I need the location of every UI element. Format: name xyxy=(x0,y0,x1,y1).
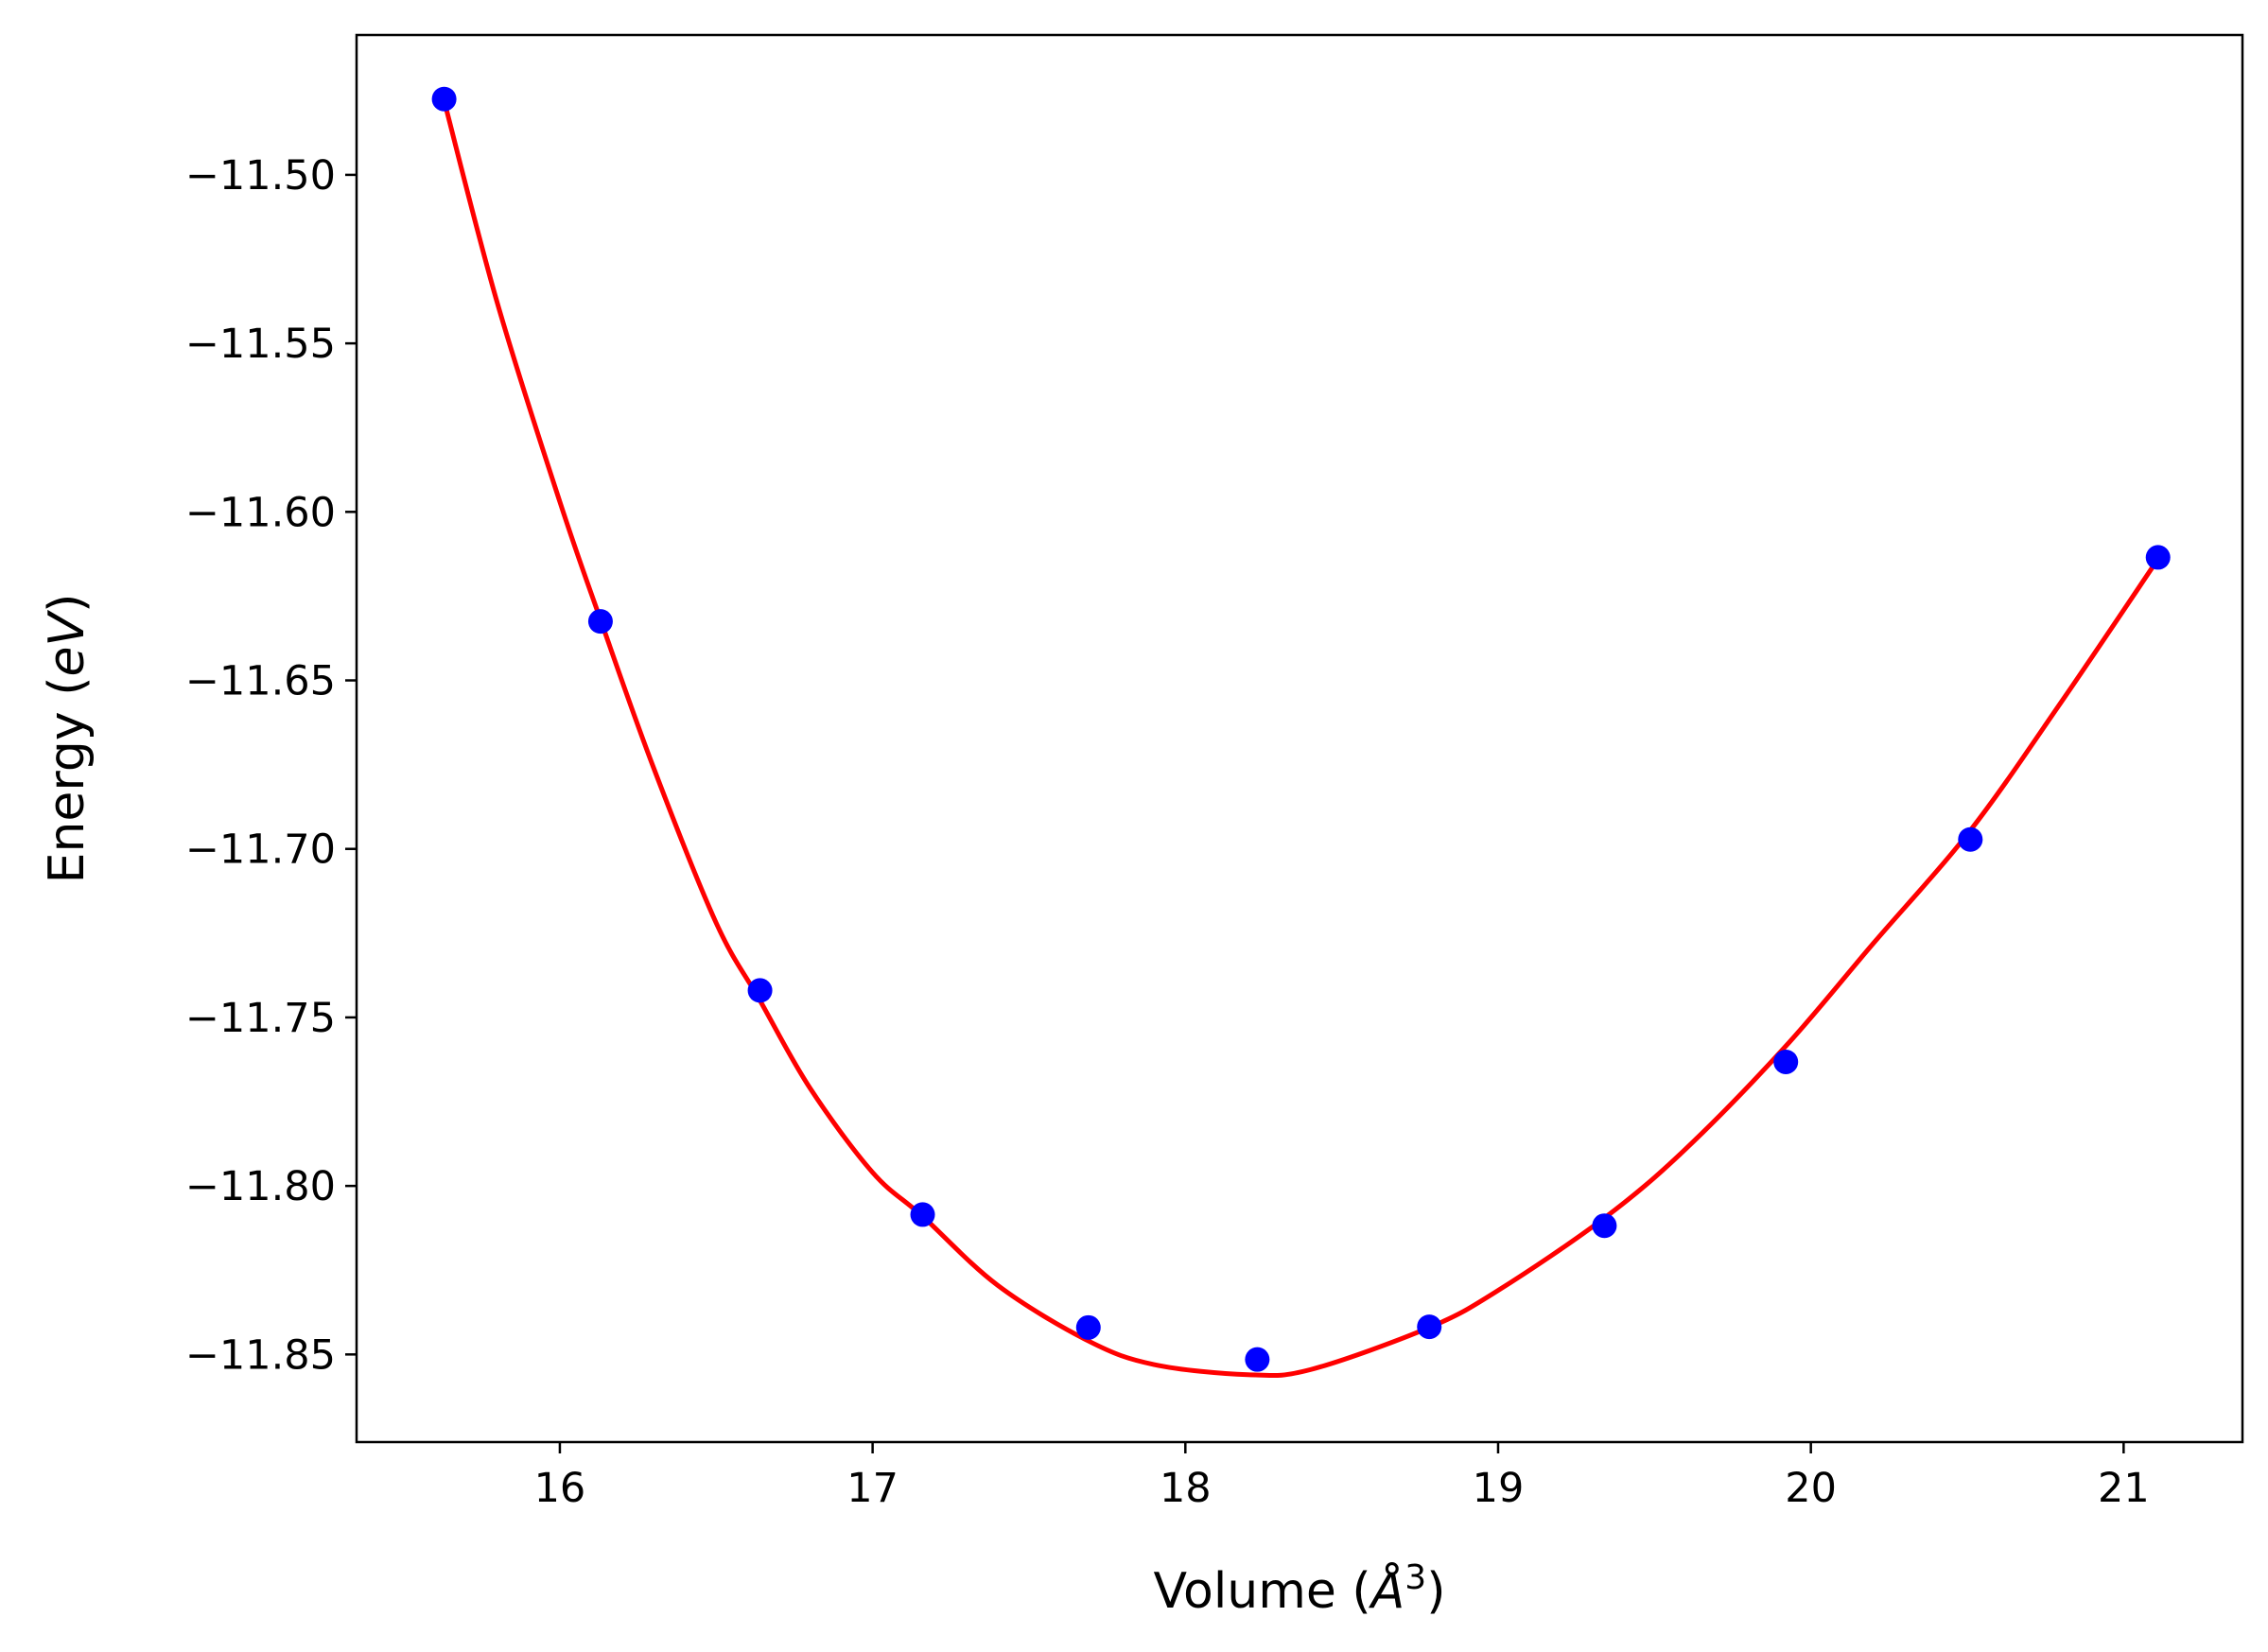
y-tick-label: −11.60 xyxy=(185,489,336,536)
x-axis-label-sup: 3 xyxy=(1404,1558,1426,1597)
y-axis-label-suffix: ) xyxy=(39,594,96,613)
fit-curve-line xyxy=(442,99,2160,1379)
data-point xyxy=(1592,1213,1617,1239)
x-axis-label-var: Å xyxy=(1369,1561,1405,1620)
y-axis-label-var: eV xyxy=(39,610,96,677)
y-tick-label: −11.65 xyxy=(185,658,336,705)
data-point xyxy=(910,1202,935,1227)
data-points-layer xyxy=(431,86,2171,1372)
y-tick-label: −11.50 xyxy=(185,152,336,200)
data-point xyxy=(1958,826,1983,852)
data-point xyxy=(1075,1314,1101,1340)
axes-frame xyxy=(355,33,2244,1444)
data-point xyxy=(431,86,457,112)
data-point xyxy=(747,978,773,1003)
x-tick-label: 20 xyxy=(1785,1465,1837,1512)
y-tick-label: −11.75 xyxy=(185,995,336,1042)
x-axis-label-prefix: Volume ( xyxy=(1154,1563,1371,1620)
y-tick-label: −11.85 xyxy=(185,1331,336,1379)
x-tick-label: 19 xyxy=(1473,1465,1525,1512)
x-tick-label: 16 xyxy=(534,1465,586,1512)
y-axis-ticks: −11.50 −11.55 −11.60 −11.65 −11.70 −11.75 −11.… xyxy=(185,152,357,1379)
y-tick-label: −11.70 xyxy=(185,826,336,874)
x-axis-ticks: 16 17 18 19 20 21 xyxy=(534,1442,2150,1512)
data-point xyxy=(1245,1347,1270,1372)
y-axis-label-prefix: Energy ( xyxy=(39,677,96,884)
x-tick-label: 17 xyxy=(846,1465,898,1512)
x-tick-label: 21 xyxy=(2098,1465,2150,1512)
y-axis-label: Energy (eV) xyxy=(39,594,96,884)
y-tick-label: −11.80 xyxy=(185,1163,336,1210)
fit-curve-layer xyxy=(442,99,2160,1379)
data-point xyxy=(2145,545,2171,570)
x-axis-label: Volume (Å3) xyxy=(1154,1558,1446,1620)
data-point xyxy=(1773,1049,1799,1074)
data-point xyxy=(587,609,613,635)
x-tick-label: 18 xyxy=(1160,1465,1212,1512)
y-tick-label: −11.55 xyxy=(185,321,336,368)
data-point xyxy=(1417,1314,1442,1340)
x-axis-label-suffix: ) xyxy=(1426,1563,1445,1620)
